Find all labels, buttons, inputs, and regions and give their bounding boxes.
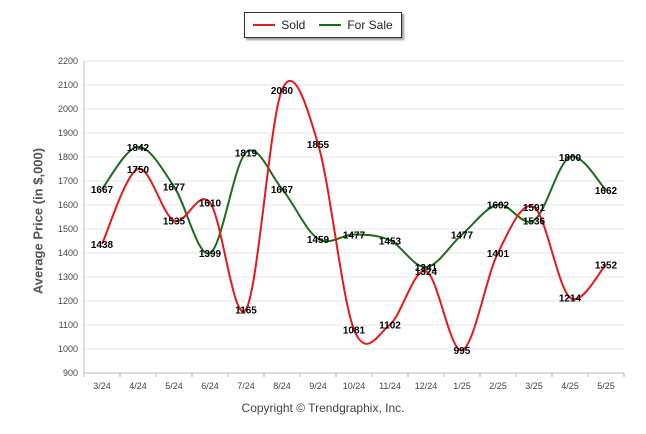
- data-label-for-sale: 1536: [523, 216, 546, 227]
- y-tick-label: 1700: [58, 176, 78, 186]
- y-tick-label: 1000: [58, 344, 78, 354]
- data-label-for-sale: 1800: [559, 153, 582, 164]
- data-label-sold: 1165: [235, 305, 257, 316]
- x-tick-label: 1/25: [453, 381, 471, 391]
- y-tick-label: 1200: [58, 296, 78, 306]
- data-label-sold: 1535: [163, 217, 186, 228]
- data-label-sold: 1591: [523, 203, 546, 214]
- legend-swatch-for-sale: [319, 24, 342, 26]
- x-axis: 3/24 4/24 5/24 6/24 7/24 8/24 9/24 10/24 11/24 12…: [83, 372, 625, 391]
- x-tick-label: 3/24: [93, 381, 111, 391]
- legend-label-for-sale: For Sale: [347, 18, 393, 32]
- data-label-for-sale: 1602: [487, 201, 510, 212]
- y-axis-label: Average Price (in $,000): [30, 147, 46, 295]
- x-tick-label: 7/24: [237, 381, 255, 391]
- y-tick-label: 2200: [58, 56, 78, 66]
- y-tick-label: 1900: [58, 128, 78, 138]
- x-tick-label: 2/25: [489, 381, 507, 391]
- legend-label-sold: Sold: [281, 18, 306, 32]
- data-label-for-sale: 1667: [271, 185, 294, 196]
- y-tick-label: 1600: [58, 200, 78, 210]
- data-label-for-sale: 1819: [235, 148, 258, 159]
- data-label-sold: 1750: [127, 165, 150, 176]
- y-tick-label: 1500: [58, 224, 78, 234]
- y-tick-label: 2000: [58, 104, 78, 114]
- legend: Sold For Sale: [244, 12, 402, 38]
- legend-swatch-sold: [253, 24, 276, 26]
- y-tick-label: 2100: [58, 80, 78, 90]
- x-tick-label: 3/25: [525, 381, 543, 391]
- x-tick-label: 9/24: [309, 381, 327, 391]
- y-tick-label: 1300: [58, 272, 78, 282]
- x-tick-label: 6/24: [201, 381, 219, 391]
- data-label-for-sale: 1453: [379, 236, 402, 247]
- legend-item-sold[interactable]: Sold: [253, 18, 305, 32]
- x-tick-label: 12/24: [415, 381, 438, 391]
- data-label-sold: 1081: [343, 326, 366, 337]
- data-label-for-sale: 1459: [307, 235, 330, 246]
- data-label-sold: 1324: [415, 267, 438, 278]
- x-tick-label: 4/25: [561, 381, 579, 391]
- data-label-sold: 1352: [595, 261, 618, 272]
- x-tick-label: 10/24: [343, 381, 366, 391]
- grid-lines: [84, 60, 624, 374]
- series-line-sold: [101, 80, 607, 352]
- data-label-for-sale: 1399: [199, 249, 222, 260]
- data-label-sold: 1401: [487, 249, 510, 260]
- data-label-sold: 1610: [199, 199, 222, 210]
- x-tick-label: 8/24: [273, 381, 291, 391]
- data-label-sold: 1214: [559, 294, 582, 305]
- x-tick-label: 11/24: [379, 381, 401, 391]
- y-axis: 900 1000 1100 1200 1300 1400 1500 1600 1700 1800 1…: [58, 56, 85, 378]
- y-tick-label: 1400: [58, 248, 78, 258]
- series-group: [101, 80, 607, 352]
- x-tick-label: 4/24: [129, 381, 147, 391]
- data-label-sold: 1102: [379, 321, 401, 332]
- data-label-for-sale: 1477: [451, 231, 474, 242]
- data-label-for-sale: 1477: [343, 231, 366, 242]
- data-label-for-sale: 1667: [91, 185, 114, 196]
- legend-item-for-sale[interactable]: For Sale: [319, 18, 393, 32]
- y-tick-label: 1800: [58, 152, 78, 162]
- copyright-credit: Copyright © Trendgraphix, Inc.: [241, 401, 405, 415]
- x-tick-label: 5/24: [165, 381, 183, 391]
- y-tick-label: 900: [63, 368, 78, 378]
- y-tick-label: 1100: [59, 320, 78, 330]
- data-label-sold: 1438: [91, 240, 114, 251]
- data-label-for-sale: 1662: [595, 186, 618, 197]
- data-label-sold: 2080: [271, 86, 294, 97]
- x-tick-label: 5/25: [597, 381, 615, 391]
- data-label-sold: 995: [454, 346, 471, 357]
- data-labels: 1438 1750 1535 1610 1165 2080 1855 1081 1102 1324…: [91, 86, 618, 357]
- data-label-sold: 1855: [307, 140, 330, 151]
- data-label-for-sale: 1341: [415, 263, 438, 274]
- data-label-for-sale: 1842: [127, 143, 150, 154]
- data-label-for-sale: 1677: [163, 183, 186, 194]
